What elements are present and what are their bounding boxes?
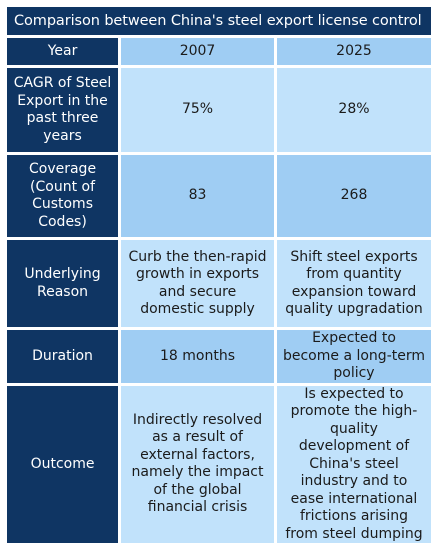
cell-coverage-2025: 268 [276,155,431,237]
comparison-table-frame: Comparison between China's steel export … [7,7,431,543]
table-title: Comparison between China's steel export … [7,7,431,35]
row-label-reason: Underlying Reason [7,240,119,327]
table-row-reason: Underlying Reason Curb the then-rapid gr… [7,240,431,327]
cell-outcome-2025: Is expected to promote the high-quality … [276,385,431,543]
cell-coverage-2007: 83 [121,155,274,237]
table-row-coverage: Coverage (Count of Customs Codes) 83 268 [7,155,431,237]
cell-duration-2007: 18 months [121,330,274,383]
row-label-duration: Duration [7,330,119,383]
header-2007: 2007 [121,38,274,65]
row-label-coverage: Coverage (Count of Customs Codes) [7,155,119,237]
row-label-outcome: Outcome [7,385,119,543]
table-row-outcome: Outcome Indirectly resolved as a result … [7,385,431,543]
cell-duration-2025: Expected to become a long-term policy [276,330,431,383]
row-label-cagr: CAGR of Steel Export in the past three y… [7,68,119,152]
cell-reason-2007: Curb the then-rapid growth in exports an… [121,240,274,327]
cell-cagr-2007: 75% [121,68,274,152]
table-row-cagr: CAGR of Steel Export in the past three y… [7,68,431,152]
comparison-table: Year 2007 2025 CAGR of Steel Export in t… [4,35,434,546]
cell-cagr-2025: 28% [276,68,431,152]
table-row-duration: Duration 18 months Expected to become a … [7,330,431,383]
table-header-row: Year 2007 2025 [7,38,431,65]
header-2025: 2025 [276,38,431,65]
header-year-label: Year [7,38,119,65]
cell-reason-2025: Shift steel exports from quantity expans… [276,240,431,327]
cell-outcome-2007: Indirectly resolved as a result of exter… [121,385,274,543]
